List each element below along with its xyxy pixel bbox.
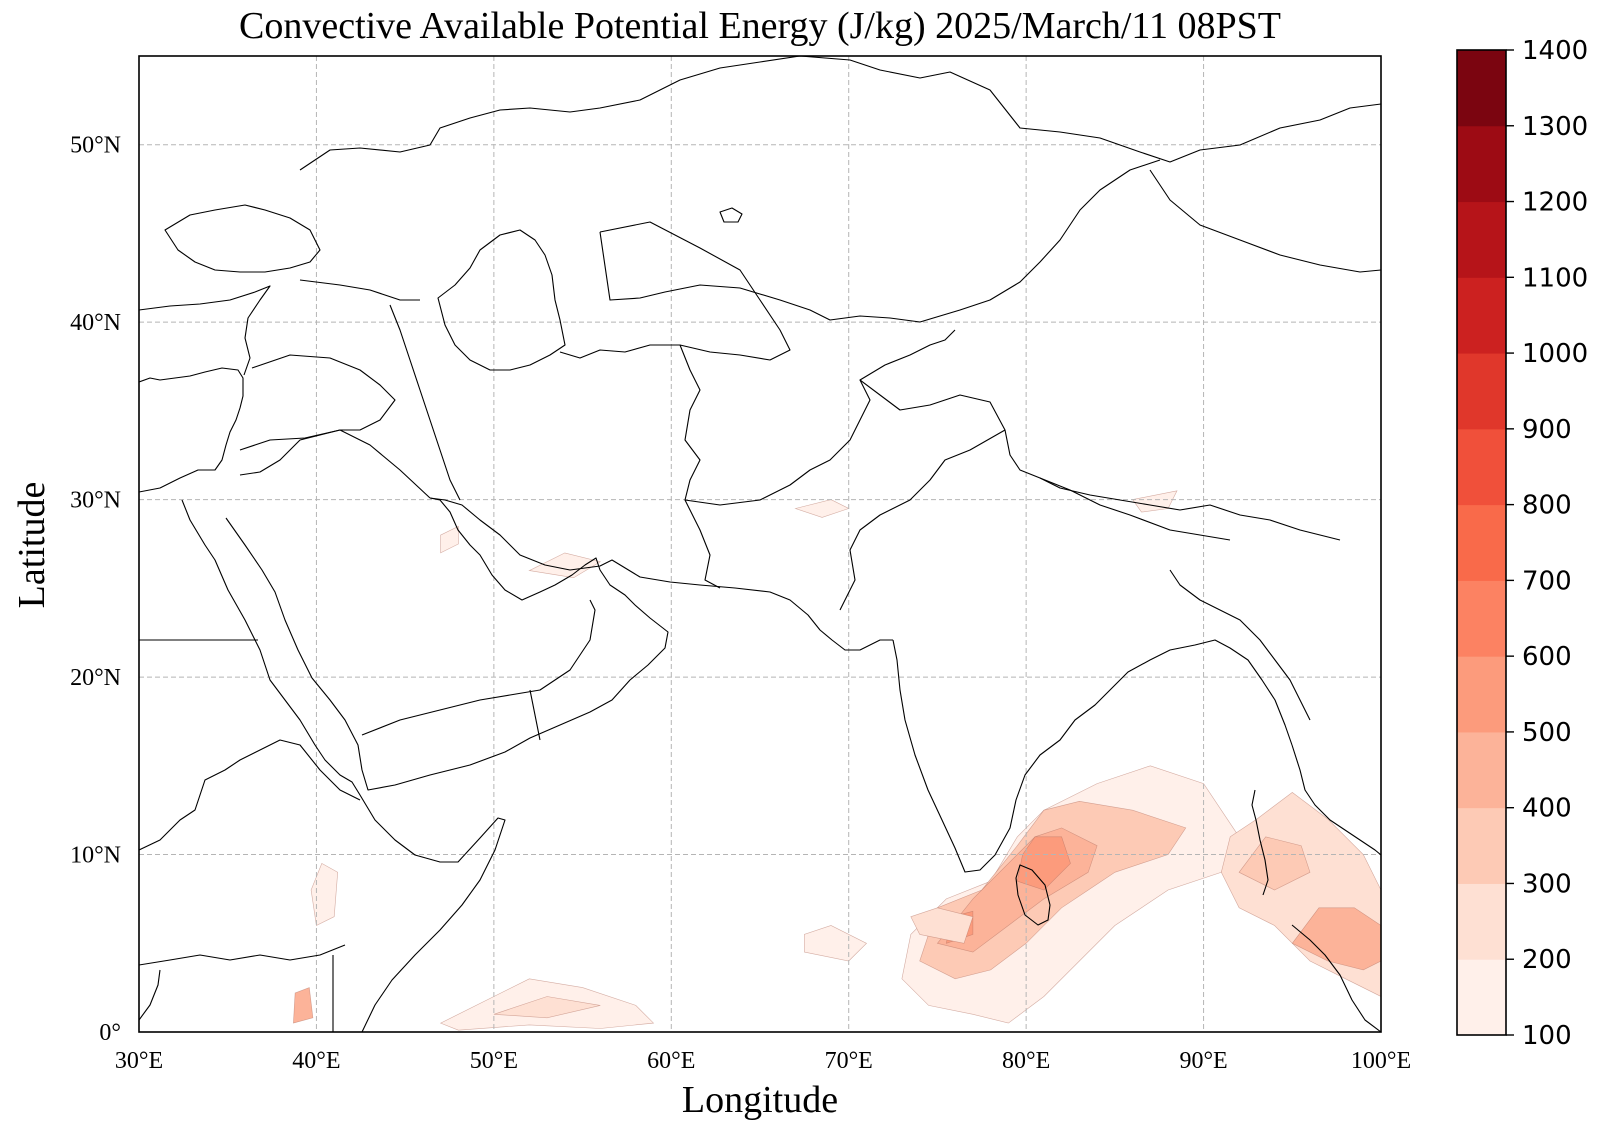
coastline-andaman-islands — [1251, 789, 1269, 896]
x-tick-label: 50°E — [470, 1048, 518, 1074]
cape-region-sumatra — [1291, 907, 1381, 971]
cape-region-andaman-core — [1238, 836, 1311, 891]
colorbar-swatch — [1457, 807, 1506, 884]
colorbar-swatch — [1457, 504, 1506, 581]
map-frame — [138, 55, 1382, 1033]
colorbar-tick-label: 400 — [1522, 794, 1572, 824]
border-india-pakistan-south — [839, 429, 1006, 611]
colorbar-swatch — [1457, 277, 1506, 354]
coastline-mediterranean-east — [139, 285, 271, 376]
border-ethiopia — [139, 739, 361, 851]
colorbar-tick-label: 500 — [1522, 718, 1572, 748]
coastline-india — [892, 639, 1293, 873]
coastline-red-sea-west — [139, 367, 244, 493]
x-tick-label: 40°E — [292, 1048, 340, 1074]
border-iran-iraq — [389, 304, 461, 501]
colorbar-swatch — [1457, 353, 1506, 430]
border-bangladesh-myanmar — [1169, 569, 1311, 721]
colorbar-swatch — [1457, 959, 1506, 1036]
border-central-asia — [299, 56, 1381, 171]
y-tick-label: 40°N — [70, 310, 121, 336]
border-somalia-kenya — [139, 944, 346, 966]
x-tick-label: 100°E — [1351, 1048, 1411, 1074]
border-saudi-yemen-oman — [361, 599, 596, 736]
colorbar-swatch — [1457, 580, 1506, 657]
map-area: 30°E 40°E 50°E 60°E 70°E 80°E 90°E 100°E 0° 10°N… — [70, 55, 1411, 1074]
colorbar-swatch — [1457, 656, 1506, 733]
y-tick-label: 20°N — [70, 665, 121, 691]
border-syria-iraq — [239, 354, 396, 476]
y-tick-label: 0° — [99, 1020, 121, 1046]
colorbar-tick-label: 1100 — [1522, 263, 1588, 293]
latitude-tick-labels: 0° 10°N 20°N 30°N 40°N 50°N — [70, 133, 121, 1046]
coastline-arabia — [225, 497, 669, 791]
colorbar-tick-label: 700 — [1522, 566, 1572, 596]
border-oman-yemen — [529, 689, 541, 741]
coastline-black-sea — [164, 204, 321, 273]
cape-region-kuwait — [440, 525, 459, 554]
chart-title: Convective Available Potential Energy (J… — [239, 5, 1281, 47]
colorbar-tick-label: 1400 — [1522, 36, 1588, 66]
border-africa-west — [139, 969, 161, 1021]
y-axis-label: Latitude — [11, 482, 53, 609]
x-axis-label: Longitude — [682, 1079, 838, 1121]
cape-region-gulf — [528, 552, 602, 579]
x-tick-label: 30°E — [115, 1048, 163, 1074]
colorbar-swatch — [1457, 731, 1506, 809]
colorbar: 100 200 300 400 500 600 700 800 900 1000 1100 1200 1… — [1456, 36, 1588, 1051]
border-kazakhstan-south — [599, 159, 1161, 323]
colorbar-swatch — [1457, 883, 1506, 960]
colorbar-swatches — [1457, 50, 1506, 1036]
colorbar-tick-label: 300 — [1522, 869, 1572, 899]
colorbar-swatch — [1457, 201, 1506, 278]
gridlines — [139, 56, 1381, 1032]
border-pakistan-iran — [684, 499, 721, 589]
coastlines-and-borders — [139, 56, 1381, 1032]
colorbar-tick-label: 900 — [1522, 415, 1572, 445]
x-tick-label: 60°E — [647, 1048, 695, 1074]
colorbar-frame — [1456, 49, 1507, 1036]
border-uzbek-turkmen — [559, 221, 791, 361]
x-tick-label: 80°E — [1002, 1048, 1050, 1074]
colorbar-swatch — [1457, 125, 1506, 203]
border-turkey-caucasus — [299, 279, 420, 301]
cape-region-equatorial-core — [493, 996, 601, 1019]
y-tick-label: 50°N — [70, 133, 121, 159]
colorbar-tick-labels: 100 200 300 400 500 600 700 800 900 1000 1100 1200 1… — [1506, 36, 1588, 1051]
border-pakistan-india — [859, 379, 1341, 541]
border-afghanistan — [679, 329, 956, 506]
colorbar-tick-label: 100 — [1522, 1021, 1572, 1051]
colorbar-swatch — [1457, 50, 1506, 127]
x-tick-label: 70°E — [825, 1048, 873, 1074]
longitude-tick-labels: 30°E 40°E 50°E 60°E 70°E 80°E 90°E 100°E — [115, 1048, 1411, 1074]
coastline-sumatra — [1291, 924, 1381, 1032]
cape-region-arabian-small — [804, 925, 868, 962]
colorbar-swatch — [1457, 428, 1506, 506]
coastline-sri-lanka — [1015, 864, 1051, 926]
y-tick-label: 10°N — [70, 843, 121, 869]
coastline-caspian — [437, 229, 566, 371]
cape-region-kenya — [293, 987, 314, 1024]
colorbar-tick-label: 800 — [1522, 491, 1572, 521]
cape-region-ethiopia — [310, 862, 339, 926]
coastline-myanmar-malay — [1291, 744, 1381, 856]
colorbar-tick-label: 1300 — [1522, 112, 1588, 142]
cape-region-arabian-patch — [910, 907, 974, 944]
coastline-persian-gulf-iran — [429, 497, 893, 651]
coastline-aral-sea — [719, 207, 743, 223]
border-china-mongolia — [1149, 169, 1381, 273]
colorbar-tick-label: 600 — [1522, 642, 1572, 672]
y-tick-label: 30°N — [70, 488, 121, 514]
coastline-africa-horn — [181, 499, 506, 1032]
colorbar-tick-label: 200 — [1522, 945, 1572, 975]
colorbar-tick-label: 1000 — [1522, 339, 1588, 369]
border-nepal-bhutan — [1039, 477, 1231, 541]
colorbar-tick-label: 1200 — [1522, 188, 1588, 218]
x-tick-label: 90°E — [1179, 1048, 1227, 1074]
